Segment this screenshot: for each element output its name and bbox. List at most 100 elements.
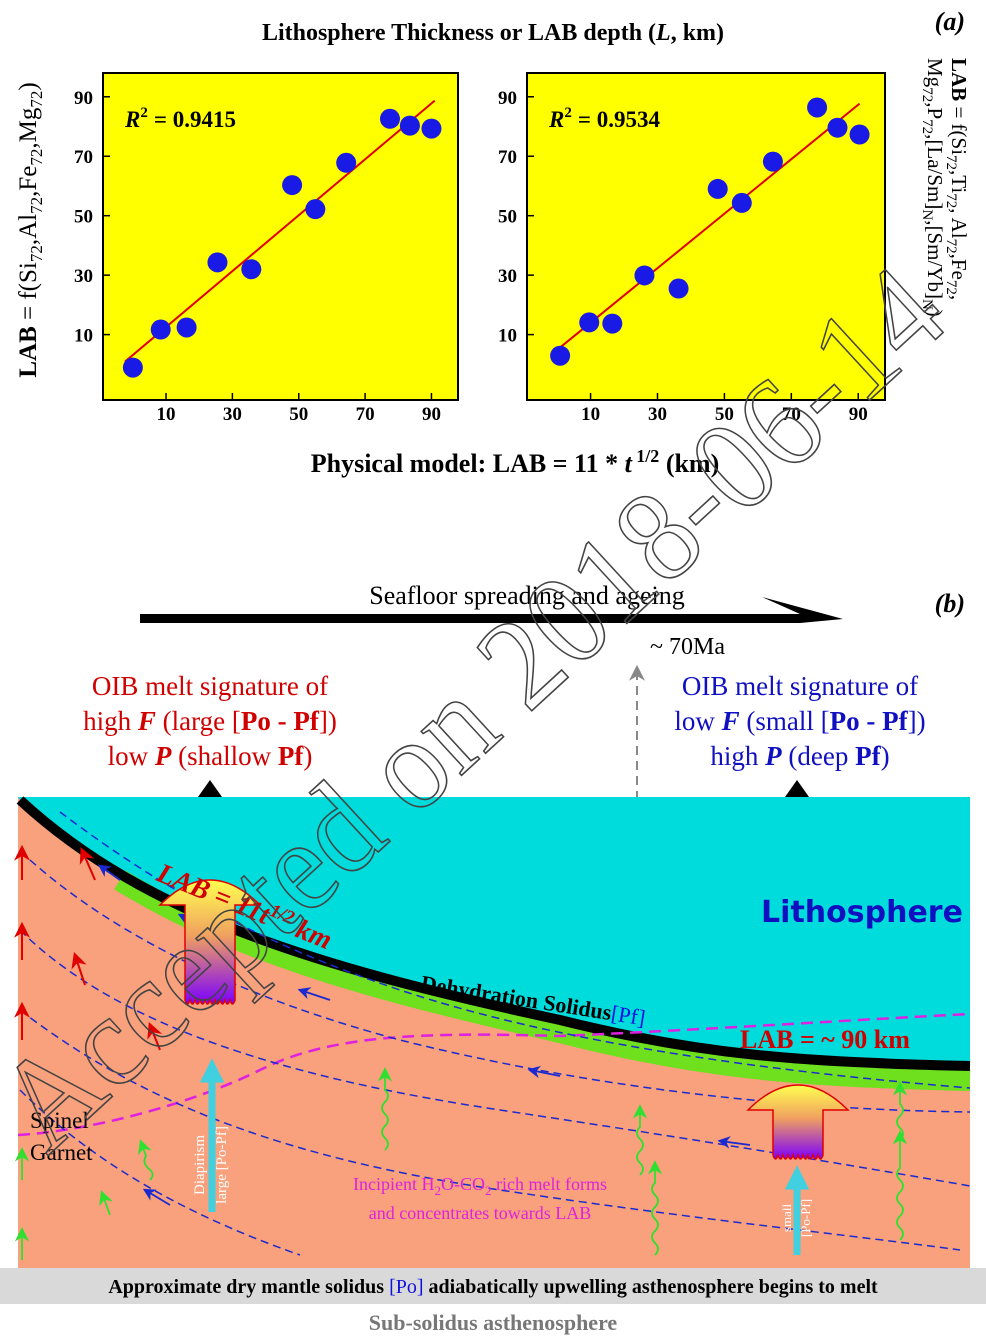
y-tick-label: 30 (498, 266, 517, 287)
text-part: F (721, 706, 740, 736)
text-part: 72 (943, 280, 959, 295)
melt-note: and concentrates towards LAB (369, 1203, 591, 1223)
shape: OIB melt signature of (682, 671, 918, 701)
shape: low F (small [Po - Pf]) (674, 706, 925, 736)
text-part: Po - Pf (241, 706, 320, 736)
age-label: ~ 70Ma (650, 634, 725, 660)
shape (892, 1130, 908, 1241)
y-tick-label: 70 (74, 147, 93, 168)
data-point (668, 278, 689, 299)
text-part: Lithosphere Thickness or LAB depth ( (262, 20, 656, 46)
data-point (827, 117, 848, 138)
panel-label: (a) (935, 7, 965, 36)
y-axis-label: Mg72,P72,[La/Sm]N,[Sm/Yb]N) (919, 58, 947, 317)
y-axis-label: LAB = f(Si72,Ti72, Al72,Fe72, (943, 58, 971, 300)
spreading-arrow (140, 597, 843, 623)
x-axis-label: Physical model: LAB = 11 * t 1/2 (km) (311, 446, 720, 478)
text-part: ,P (923, 102, 947, 119)
text-part: ,Mg (15, 107, 42, 148)
shape (71, 951, 87, 986)
x-tick-label: 50 (715, 404, 734, 425)
text-part: 72 (943, 193, 959, 208)
red-arrows (14, 844, 163, 1051)
data-point (602, 313, 623, 334)
text-part: adiabatically upwelling asthenosphere be… (424, 1276, 878, 1298)
text-part: t (625, 449, 633, 478)
panel-label: (b) (935, 589, 965, 618)
text-part: Pf (855, 741, 881, 771)
text-part: ,Al (15, 214, 42, 245)
y-tick-label: 30 (74, 266, 93, 287)
diapir (746, 1084, 850, 1160)
r-squared-symbol: R (548, 107, 564, 132)
x-tick-label: 10 (581, 404, 600, 425)
x-tick-label: 30 (223, 404, 242, 425)
data-point (849, 124, 870, 145)
text-part: ,Fe (15, 166, 42, 197)
text-part: ]) (908, 706, 926, 736)
text-part: 2 (435, 1183, 442, 1198)
text-part: N (919, 299, 935, 310)
text-part: N (919, 209, 935, 220)
diapir-label: large [Po-Pf] (214, 1126, 230, 1204)
text-part: (km) (659, 449, 719, 478)
data-point (421, 118, 442, 139)
r-squared-exponent: 2 (140, 105, 148, 121)
data-point (707, 178, 728, 199)
text-part: Mg (923, 58, 947, 88)
text-part: (deep (782, 741, 855, 771)
data-point (731, 192, 752, 213)
text-part: ,[La/Sm] (923, 134, 947, 209)
text-part: , km) (671, 20, 724, 46)
shape (59, 811, 971, 1089)
shape (19, 1009, 961, 1251)
text-part: high (83, 706, 138, 736)
y-tick-label: 10 (74, 326, 93, 347)
y-axis-label: LAB = f(Si72,Al72,Fe72,Mg72) (15, 82, 46, 377)
text-part: , Al (947, 208, 971, 239)
green-arrows (14, 1067, 908, 1260)
garnet-label: Garnet (30, 1140, 93, 1165)
text-part: (shallow (171, 741, 277, 771)
diapir-label: small (779, 1204, 794, 1233)
text-part: P (764, 741, 782, 771)
x-tick-label: 90 (422, 404, 441, 425)
shape (527, 1065, 561, 1079)
text-part: rich melt forms (492, 1174, 607, 1194)
text-part: 2 (485, 1183, 492, 1198)
data-point (399, 115, 420, 136)
r-squared-symbol: R (124, 107, 140, 132)
text-part: = f(Si (947, 101, 971, 155)
right-note: OIB melt signature of low F (small [Po -… (674, 671, 925, 771)
text-part: Po - Pf (830, 706, 909, 736)
shape: OIB melt signature of (92, 671, 328, 701)
text-part: ) (881, 741, 890, 771)
left-note: OIB melt signature of high F (large [Po … (83, 671, 337, 771)
shape (97, 864, 121, 881)
text-part: Incipient H (353, 1174, 434, 1194)
fit-line (550, 102, 861, 356)
shape (19, 1089, 301, 1256)
text-part: 72 (919, 119, 935, 134)
scatter-chart: 10 30 50 70 90 10 30 50 70 90 R2 = 0.9534 (498, 72, 886, 425)
text-part: P (154, 741, 172, 771)
data-point (207, 252, 228, 273)
text-part: O-CO (441, 1174, 485, 1194)
text-part: ) (15, 82, 42, 90)
r-squared-value: = 0.9534 (578, 107, 661, 132)
shape (99, 1190, 113, 1216)
text-part: 72 (943, 155, 959, 170)
shape (79, 847, 96, 881)
marker (198, 780, 222, 797)
shape (717, 1136, 751, 1149)
text-part: [Po] (389, 1276, 423, 1298)
shape: low P (shallow Pf) (108, 741, 313, 771)
solidus-band-label: Approximate dry mantle solidus [Po] adia… (108, 1276, 878, 1298)
shape: high P (deep Pf) (710, 741, 889, 771)
x-tick-label: 30 (648, 404, 667, 425)
y-tick-label: 10 (498, 326, 517, 347)
text-part: 72 (27, 91, 46, 108)
data-point (305, 199, 326, 220)
